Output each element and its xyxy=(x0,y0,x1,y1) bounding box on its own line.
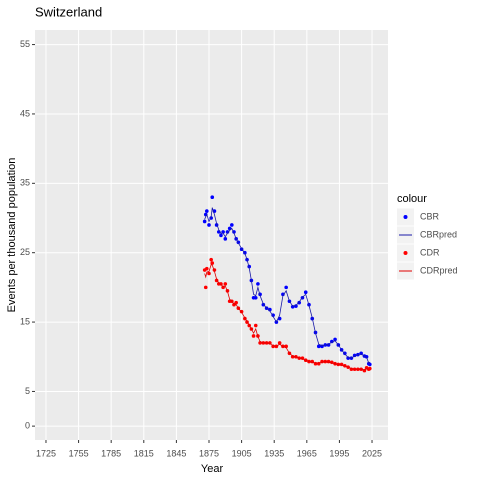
x-tick-label: 1725 xyxy=(36,448,56,458)
x-tick-label: 1935 xyxy=(264,448,284,458)
x-axis-label: Year xyxy=(201,463,224,475)
data-point xyxy=(281,292,285,297)
data-point xyxy=(210,261,215,265)
data-point xyxy=(223,282,228,286)
legend-label: CBR xyxy=(420,211,440,221)
data-point xyxy=(223,237,228,241)
x-tick-label: 1785 xyxy=(101,448,121,458)
data-point xyxy=(368,366,372,371)
data-line xyxy=(204,207,371,365)
x-tick-label: 1905 xyxy=(232,448,252,458)
data-point xyxy=(221,230,225,234)
data-point xyxy=(205,266,209,271)
data-point xyxy=(219,282,223,286)
x-tick-label: 1845 xyxy=(166,448,186,458)
y-tick-label: 5 xyxy=(25,386,30,396)
data-point xyxy=(316,344,321,349)
data-point xyxy=(210,195,215,199)
x-tick-label: 1875 xyxy=(199,448,219,458)
data-point xyxy=(364,354,369,359)
chart-title: Switzerland xyxy=(35,4,102,19)
data-point xyxy=(303,290,308,295)
legend-label: CDRpred xyxy=(420,265,458,275)
legend-title: colour xyxy=(397,193,427,205)
data-point xyxy=(207,223,211,227)
data-point xyxy=(284,285,288,290)
data-point xyxy=(202,219,207,224)
panel xyxy=(35,30,388,440)
data-point xyxy=(209,257,213,262)
y-tick-label: 0 xyxy=(25,421,30,431)
data-point xyxy=(205,209,209,213)
y-tick-label: 25 xyxy=(20,247,30,257)
data-point xyxy=(234,300,238,305)
data-point xyxy=(219,233,223,238)
y-tick-label: 35 xyxy=(20,178,30,188)
data-point xyxy=(253,323,258,328)
legend-label: CBRpred xyxy=(420,229,457,239)
legend-symbol xyxy=(403,251,408,255)
data-point xyxy=(225,230,230,234)
legend-symbol xyxy=(403,215,408,219)
y-axis-label: Events per thousand population xyxy=(6,158,18,313)
x-tick-label: 1995 xyxy=(329,448,349,458)
y-tick-label: 45 xyxy=(20,108,30,118)
data-point xyxy=(207,271,211,276)
data-point xyxy=(251,334,256,338)
data-point xyxy=(253,295,258,300)
data-point xyxy=(297,300,302,305)
data-point xyxy=(230,223,234,227)
y-tick-label: 55 xyxy=(20,39,30,49)
data-point xyxy=(277,341,282,345)
data-line xyxy=(204,263,370,371)
data-point xyxy=(203,285,208,290)
x-tick-label: 1755 xyxy=(69,448,89,458)
x-tick-label: 2025 xyxy=(362,448,382,458)
x-tick-label: 1815 xyxy=(134,448,154,458)
legend-label: CDR xyxy=(420,247,440,257)
x-tick-label: 1965 xyxy=(297,448,317,458)
data-point xyxy=(333,337,337,342)
y-tick-label: 15 xyxy=(20,316,30,326)
data-point xyxy=(256,282,260,286)
